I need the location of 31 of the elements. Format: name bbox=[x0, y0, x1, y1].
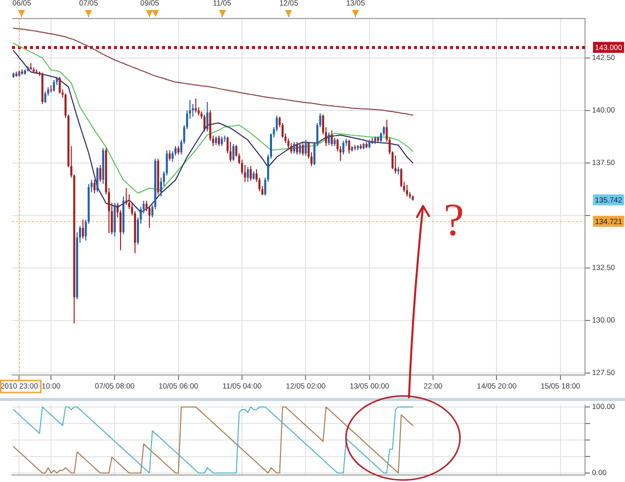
candlestick bbox=[192, 104, 194, 118]
candlestick bbox=[44, 91, 46, 104]
candlestick bbox=[125, 188, 128, 206]
candlestick bbox=[394, 155, 396, 174]
candlestick bbox=[220, 136, 223, 147]
candlestick bbox=[342, 140, 344, 155]
candlestick bbox=[293, 141, 296, 154]
candlestick bbox=[203, 114, 206, 132]
candlestick bbox=[304, 139, 307, 156]
candlestick bbox=[93, 179, 96, 194]
candlestick bbox=[96, 166, 98, 193]
candlestick bbox=[58, 76, 61, 94]
annotation: ? bbox=[444, 194, 464, 245]
candlestick bbox=[232, 144, 234, 162]
candlestick bbox=[194, 98, 197, 113]
candlestick bbox=[82, 219, 84, 239]
candlestick bbox=[406, 184, 408, 197]
candlestick bbox=[328, 132, 330, 146]
candlestick bbox=[330, 130, 333, 147]
candlestick bbox=[302, 142, 304, 156]
candlestick bbox=[168, 150, 171, 162]
candlestick bbox=[99, 164, 102, 182]
candlestick bbox=[218, 135, 220, 147]
candlestick bbox=[290, 142, 292, 154]
candlestick bbox=[52, 79, 55, 92]
candlestick bbox=[246, 166, 249, 182]
candlestick bbox=[250, 166, 252, 182]
candlestick bbox=[348, 139, 350, 154]
candlestick bbox=[296, 141, 298, 155]
candlestick bbox=[298, 142, 301, 155]
candlestick bbox=[206, 102, 208, 132]
